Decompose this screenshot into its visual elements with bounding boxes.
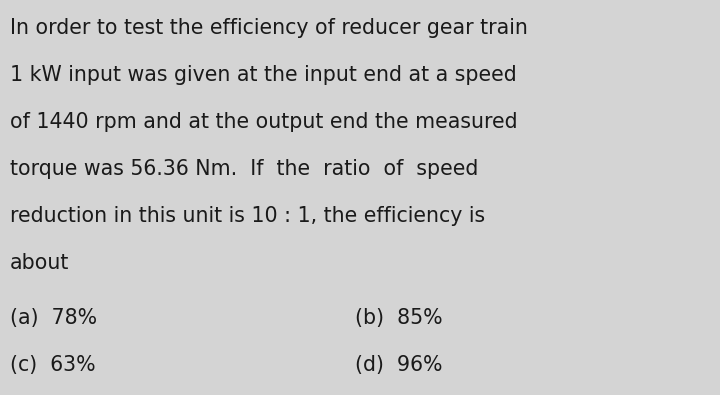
- Text: about: about: [10, 253, 69, 273]
- Text: of 1440 rpm and at the output end the measured: of 1440 rpm and at the output end the me…: [10, 112, 518, 132]
- Text: 1 kW input was given at the input end at a speed: 1 kW input was given at the input end at…: [10, 65, 517, 85]
- Text: reduction in this unit is 10 : 1, the efficiency is: reduction in this unit is 10 : 1, the ef…: [10, 206, 485, 226]
- Text: (d)  96%: (d) 96%: [355, 355, 443, 375]
- Text: In order to test the efficiency of reducer gear train: In order to test the efficiency of reduc…: [10, 18, 528, 38]
- Text: (c)  63%: (c) 63%: [10, 355, 96, 375]
- Text: torque was 56.36 Nm.  If  the  ratio  of  speed: torque was 56.36 Nm. If the ratio of spe…: [10, 159, 478, 179]
- Text: (a)  78%: (a) 78%: [10, 308, 97, 328]
- Text: (b)  85%: (b) 85%: [355, 308, 443, 328]
